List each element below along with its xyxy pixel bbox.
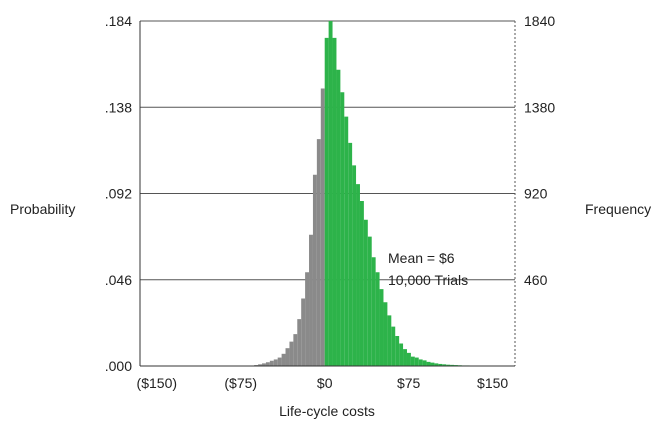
histogram-bar <box>348 142 353 366</box>
histogram-bar <box>305 272 310 366</box>
right-tick-label: 1840 <box>524 13 555 29</box>
histogram-bar <box>277 357 282 366</box>
histogram-bar <box>446 364 451 366</box>
histogram-bar <box>301 298 306 366</box>
right-tick-label: 460 <box>524 272 548 288</box>
x-tick-labels: ($150) ($75) $0 $75 $150 <box>137 375 509 391</box>
left-tick-label: .138 <box>105 99 132 115</box>
histogram-bar <box>265 362 270 366</box>
histogram-bar <box>344 116 349 366</box>
histogram-bar <box>450 364 454 366</box>
histogram-bar <box>293 334 298 366</box>
histogram-bar <box>332 37 337 366</box>
x-tick-label: $0 <box>317 375 333 391</box>
plot-frame <box>139 21 516 367</box>
histogram-bar <box>289 341 294 366</box>
histogram-bar <box>281 353 286 366</box>
histogram-bar <box>285 348 290 366</box>
histogram-bar <box>258 364 263 366</box>
x-axis-title: Life-cycle costs <box>279 403 375 419</box>
left-tick-label: .184 <box>105 13 132 29</box>
histogram-bar <box>309 234 313 366</box>
histogram-bar <box>352 165 357 366</box>
histogram-bar <box>312 174 317 366</box>
histogram-bar <box>391 326 396 366</box>
histogram-bar <box>399 343 404 366</box>
histogram-bar <box>328 21 333 366</box>
histogram-bar <box>371 257 376 366</box>
histogram-bar <box>438 363 443 366</box>
histogram-bar <box>297 319 302 366</box>
histogram-bar <box>406 352 411 366</box>
x-tick-label: ($75) <box>224 375 257 391</box>
histogram-bar <box>363 219 368 366</box>
left-tick-label: .092 <box>105 186 132 202</box>
histogram-bar <box>418 359 423 366</box>
right-tick-label: 1380 <box>524 99 555 115</box>
histogram-bar <box>340 92 345 366</box>
histogram-bar <box>426 361 431 366</box>
histogram-bar <box>403 349 407 366</box>
histogram-bar <box>379 289 384 366</box>
histogram-bars <box>254 21 490 366</box>
histogram-bar <box>395 336 400 366</box>
right-tick-labels: 460 920 1380 1840 <box>524 13 555 288</box>
histogram-bar <box>324 37 329 366</box>
histogram-bar <box>410 356 415 366</box>
histogram-bar <box>336 69 341 366</box>
histogram-bar <box>273 359 278 366</box>
histogram-bar <box>356 184 360 366</box>
x-tick-label: $75 <box>397 375 421 391</box>
histogram-bar <box>422 360 427 366</box>
right-tick-label: 920 <box>524 186 548 202</box>
x-tick-label: $150 <box>477 375 508 391</box>
left-tick-labels: .000 .046 .092 .138 .184 <box>105 13 132 374</box>
x-tick-label: ($150) <box>137 375 177 391</box>
y-axis-title-left: Probability <box>10 201 75 217</box>
histogram-bar <box>359 201 364 366</box>
histogram-bar <box>442 364 447 366</box>
histogram-bar <box>434 363 439 366</box>
histogram-bar <box>430 362 435 366</box>
histogram-bar <box>316 139 321 366</box>
y-axis-title-right: Frequency <box>585 201 651 217</box>
left-tick-label: .046 <box>105 272 132 288</box>
left-tick-label: .000 <box>105 358 132 374</box>
mean-annotation: Mean = $6 <box>388 250 455 266</box>
histogram-bar <box>383 302 388 366</box>
histogram-bar <box>367 236 372 366</box>
histogram-bar <box>269 360 274 366</box>
histogram-bar <box>320 88 325 366</box>
trials-annotation: 10,000 Trials <box>388 272 468 288</box>
histogram-bar <box>414 357 419 366</box>
histogram-bar <box>262 363 266 366</box>
histogram-bar <box>387 315 392 366</box>
histogram-bar <box>375 272 380 366</box>
